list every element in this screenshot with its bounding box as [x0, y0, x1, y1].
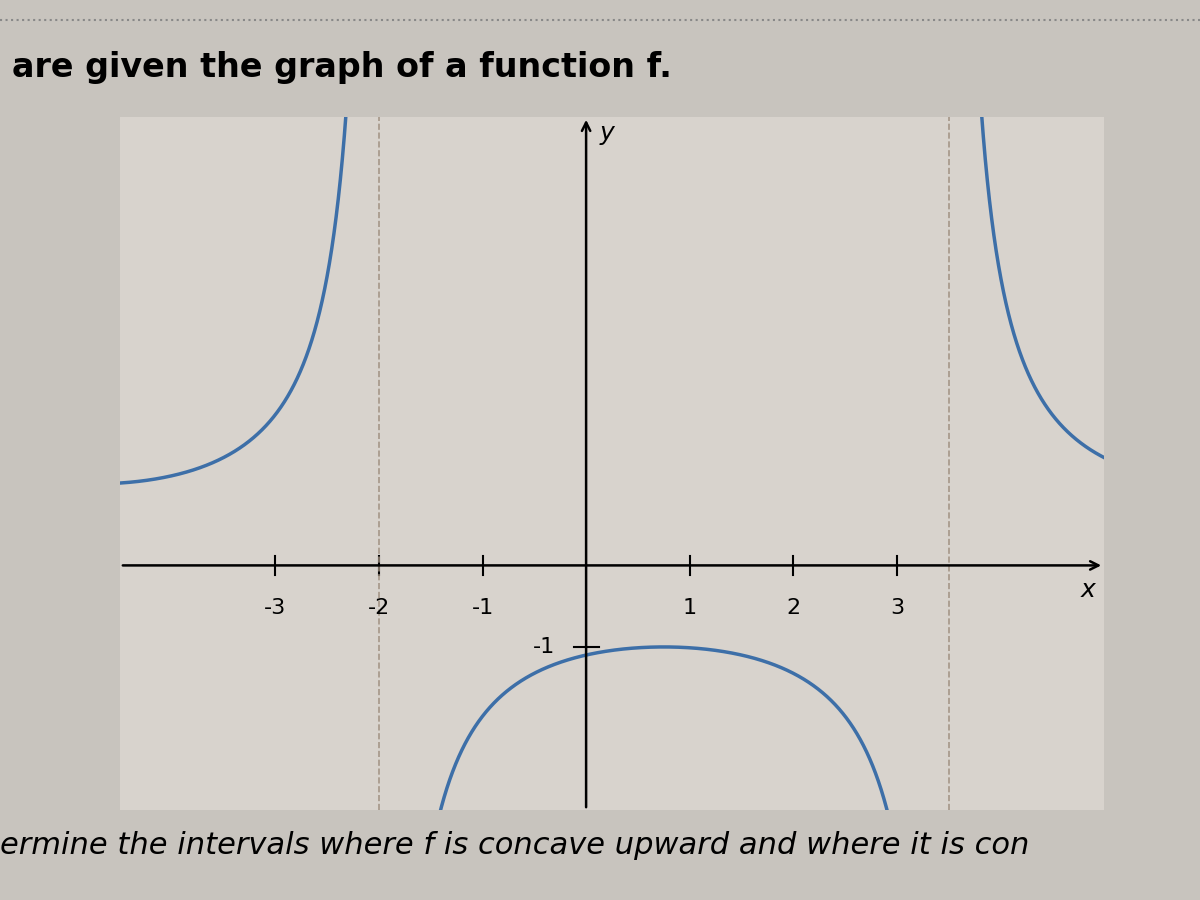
Text: 1: 1	[683, 598, 697, 618]
Text: -1: -1	[472, 598, 493, 618]
Text: -2: -2	[368, 598, 390, 618]
Text: -3: -3	[264, 598, 287, 618]
Text: 2: 2	[786, 598, 800, 618]
Text: x: x	[1081, 578, 1096, 602]
Text: 3: 3	[889, 598, 904, 618]
Text: are given the graph of a function f.: are given the graph of a function f.	[12, 51, 672, 84]
Text: -1: -1	[533, 637, 556, 657]
Text: y: y	[600, 122, 614, 145]
Text: ermine the intervals where f is concave upward and where it is con: ermine the intervals where f is concave …	[0, 832, 1030, 860]
